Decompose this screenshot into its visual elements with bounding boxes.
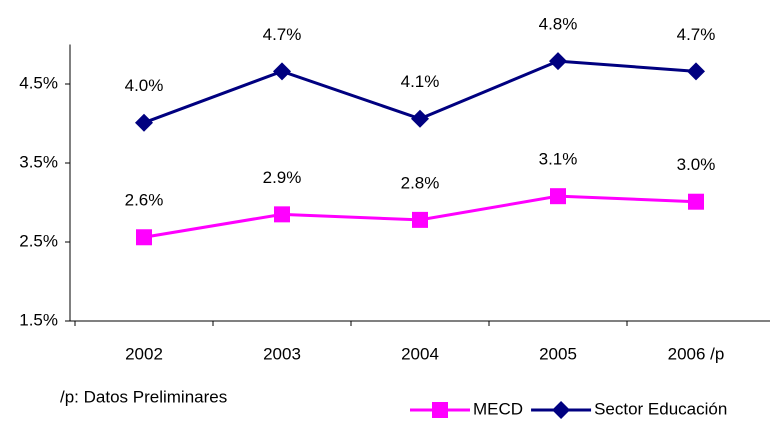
point (274, 206, 290, 223)
y-tick-label: 1.5% (19, 310, 58, 329)
x-tick-label: 2002 (125, 344, 163, 363)
legend-marker (552, 401, 571, 419)
point (136, 229, 152, 246)
point (412, 211, 428, 228)
data-label: 3.0% (677, 155, 716, 174)
point (549, 52, 567, 71)
data-label: 4.1% (401, 72, 440, 91)
x-tick-label: 2003 (263, 344, 301, 363)
point (411, 109, 429, 128)
data-label: 4.8% (539, 15, 578, 34)
data-label: 2.6% (125, 191, 164, 210)
legend-label: MECD (473, 399, 523, 418)
y-tick-label: 3.5% (19, 152, 58, 171)
data-label: 2.9% (263, 168, 302, 187)
point (687, 62, 705, 81)
x-tick-label: 2005 (539, 344, 577, 363)
point (135, 113, 153, 132)
point (688, 193, 704, 210)
data-label: 2.8% (401, 173, 440, 192)
y-tick-label: 2.5% (19, 231, 58, 250)
legend-marker (432, 402, 448, 418)
point (273, 62, 291, 81)
x-tick-label: 2004 (401, 344, 439, 363)
point (550, 188, 566, 205)
footnote: /p: Datos Preliminares (60, 387, 227, 406)
data-label: 4.7% (677, 25, 716, 44)
legend-label: Sector Educación (594, 399, 727, 418)
x-tick-label: 2006 /p (668, 344, 725, 363)
y-tick-label: 4.5% (19, 73, 58, 92)
data-label: 3.1% (539, 150, 578, 169)
data-label: 4.7% (263, 25, 302, 44)
data-label: 4.0% (125, 76, 164, 95)
